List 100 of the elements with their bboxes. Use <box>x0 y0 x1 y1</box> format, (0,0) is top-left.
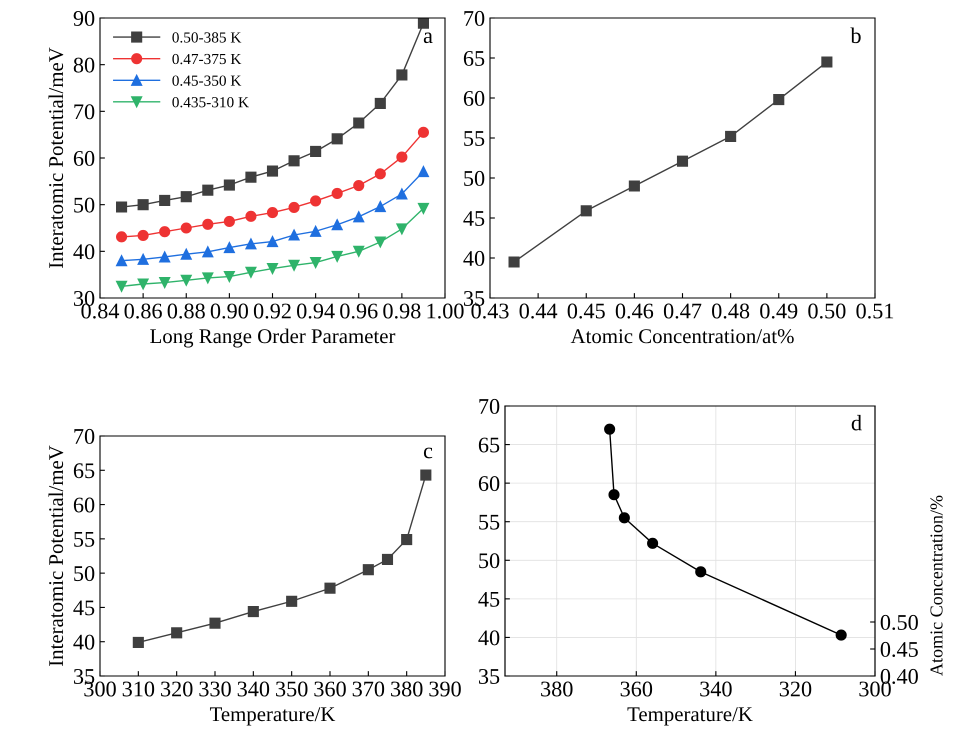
point <box>604 424 616 435</box>
y2-tick-label: 0.45 <box>880 642 918 658</box>
x-tick-label: 0.90 <box>210 304 248 319</box>
y-tick-label: 65 <box>478 438 500 452</box>
point <box>224 270 235 282</box>
point <box>138 199 149 210</box>
x-tick-label: 0.45 <box>568 304 605 319</box>
point <box>695 566 706 578</box>
point <box>332 188 343 200</box>
point <box>310 256 322 268</box>
point <box>401 534 412 546</box>
point <box>773 94 784 106</box>
x-tick-label: 0.51 <box>856 304 894 319</box>
point <box>353 246 364 257</box>
y-tick-label: 35 <box>74 668 94 684</box>
point <box>288 229 300 241</box>
point <box>396 223 408 234</box>
point <box>310 146 322 158</box>
x-tick-label: 0.50 <box>808 304 846 319</box>
y-tick-label: 60 <box>74 498 94 512</box>
x-tick-label: 0.98 <box>383 304 420 319</box>
point <box>353 117 364 129</box>
point <box>418 126 429 138</box>
point <box>647 538 658 549</box>
x-tick-label: 390 <box>429 682 461 696</box>
x-axis-title: Long Range Order Parameter <box>150 328 396 348</box>
point <box>245 172 256 183</box>
y-tick-label: 50 <box>74 566 94 582</box>
point <box>159 277 170 288</box>
point <box>180 274 192 286</box>
point <box>332 219 343 230</box>
x-tick-label: 0.44 <box>520 304 558 319</box>
point <box>224 216 235 228</box>
y2-tick-label: 0.50 <box>880 614 918 630</box>
point <box>266 166 278 177</box>
y-tick-label: 80 <box>74 58 94 73</box>
point <box>396 152 408 163</box>
y-tick-label: 40 <box>478 630 500 646</box>
point <box>418 202 429 214</box>
annotation: c <box>424 448 432 458</box>
y-tick-label: 55 <box>464 131 484 146</box>
point <box>202 218 214 230</box>
x-tick-label: 0.48 <box>712 304 750 319</box>
point <box>288 202 300 214</box>
y-tick-label: 30 <box>74 290 94 306</box>
point <box>618 512 630 524</box>
x-tick-label: 310 <box>122 682 154 696</box>
point <box>508 256 520 268</box>
x-tick-label: 350 <box>276 682 308 696</box>
y-tick-label: 45 <box>463 211 484 226</box>
point <box>374 236 386 248</box>
point <box>159 194 170 206</box>
point <box>821 56 832 68</box>
point <box>180 248 192 260</box>
point <box>836 630 847 641</box>
x-tick-label: 370 <box>352 682 384 696</box>
x-tick-label: 1.00 <box>428 304 464 319</box>
point <box>608 489 620 500</box>
x-tick-label: 0.49 <box>760 304 798 319</box>
point <box>676 156 688 167</box>
point <box>374 98 386 109</box>
point <box>288 260 300 271</box>
x-tick-label: 340 <box>238 682 270 696</box>
x-tick-label: 300 <box>84 682 116 696</box>
point <box>353 211 364 222</box>
point <box>138 230 149 242</box>
point <box>180 222 192 234</box>
point <box>248 606 259 618</box>
x-tick-label: 330 <box>199 682 231 696</box>
y-tick-label: 50 <box>464 170 484 186</box>
point <box>286 596 298 607</box>
y-axis-title: Interatomic Potential/meV <box>48 47 64 268</box>
y2-axis-title: Atomic Concentration/% <box>930 496 943 676</box>
y-tick-label: 90 <box>74 10 94 26</box>
point <box>396 188 408 200</box>
point <box>418 166 429 178</box>
y-tick-label: 65 <box>74 463 94 478</box>
y-tick-label: 65 <box>464 50 484 66</box>
point <box>116 255 128 266</box>
x-tick-label: 0.86 <box>124 304 162 319</box>
point <box>332 133 343 144</box>
y-tick-label: 55 <box>74 532 94 547</box>
y-tick-label: 35 <box>464 290 484 306</box>
y-tick-label: 70 <box>74 428 94 444</box>
annotation: b <box>850 28 861 44</box>
point <box>159 226 170 238</box>
y-tick-label: 50 <box>479 553 500 568</box>
y-tick-label: 45 <box>478 592 500 607</box>
point <box>420 470 432 481</box>
x-tick-label: 320 <box>780 682 812 696</box>
y-tick-label: 60 <box>478 476 500 492</box>
y-tick-label: 60 <box>74 150 94 166</box>
point <box>374 200 386 212</box>
x-tick-label: 300 <box>859 682 891 696</box>
point <box>396 69 408 80</box>
point <box>332 250 343 262</box>
point <box>171 627 182 638</box>
y-tick-label: 50 <box>74 198 94 213</box>
point <box>159 251 170 262</box>
point <box>245 266 256 278</box>
